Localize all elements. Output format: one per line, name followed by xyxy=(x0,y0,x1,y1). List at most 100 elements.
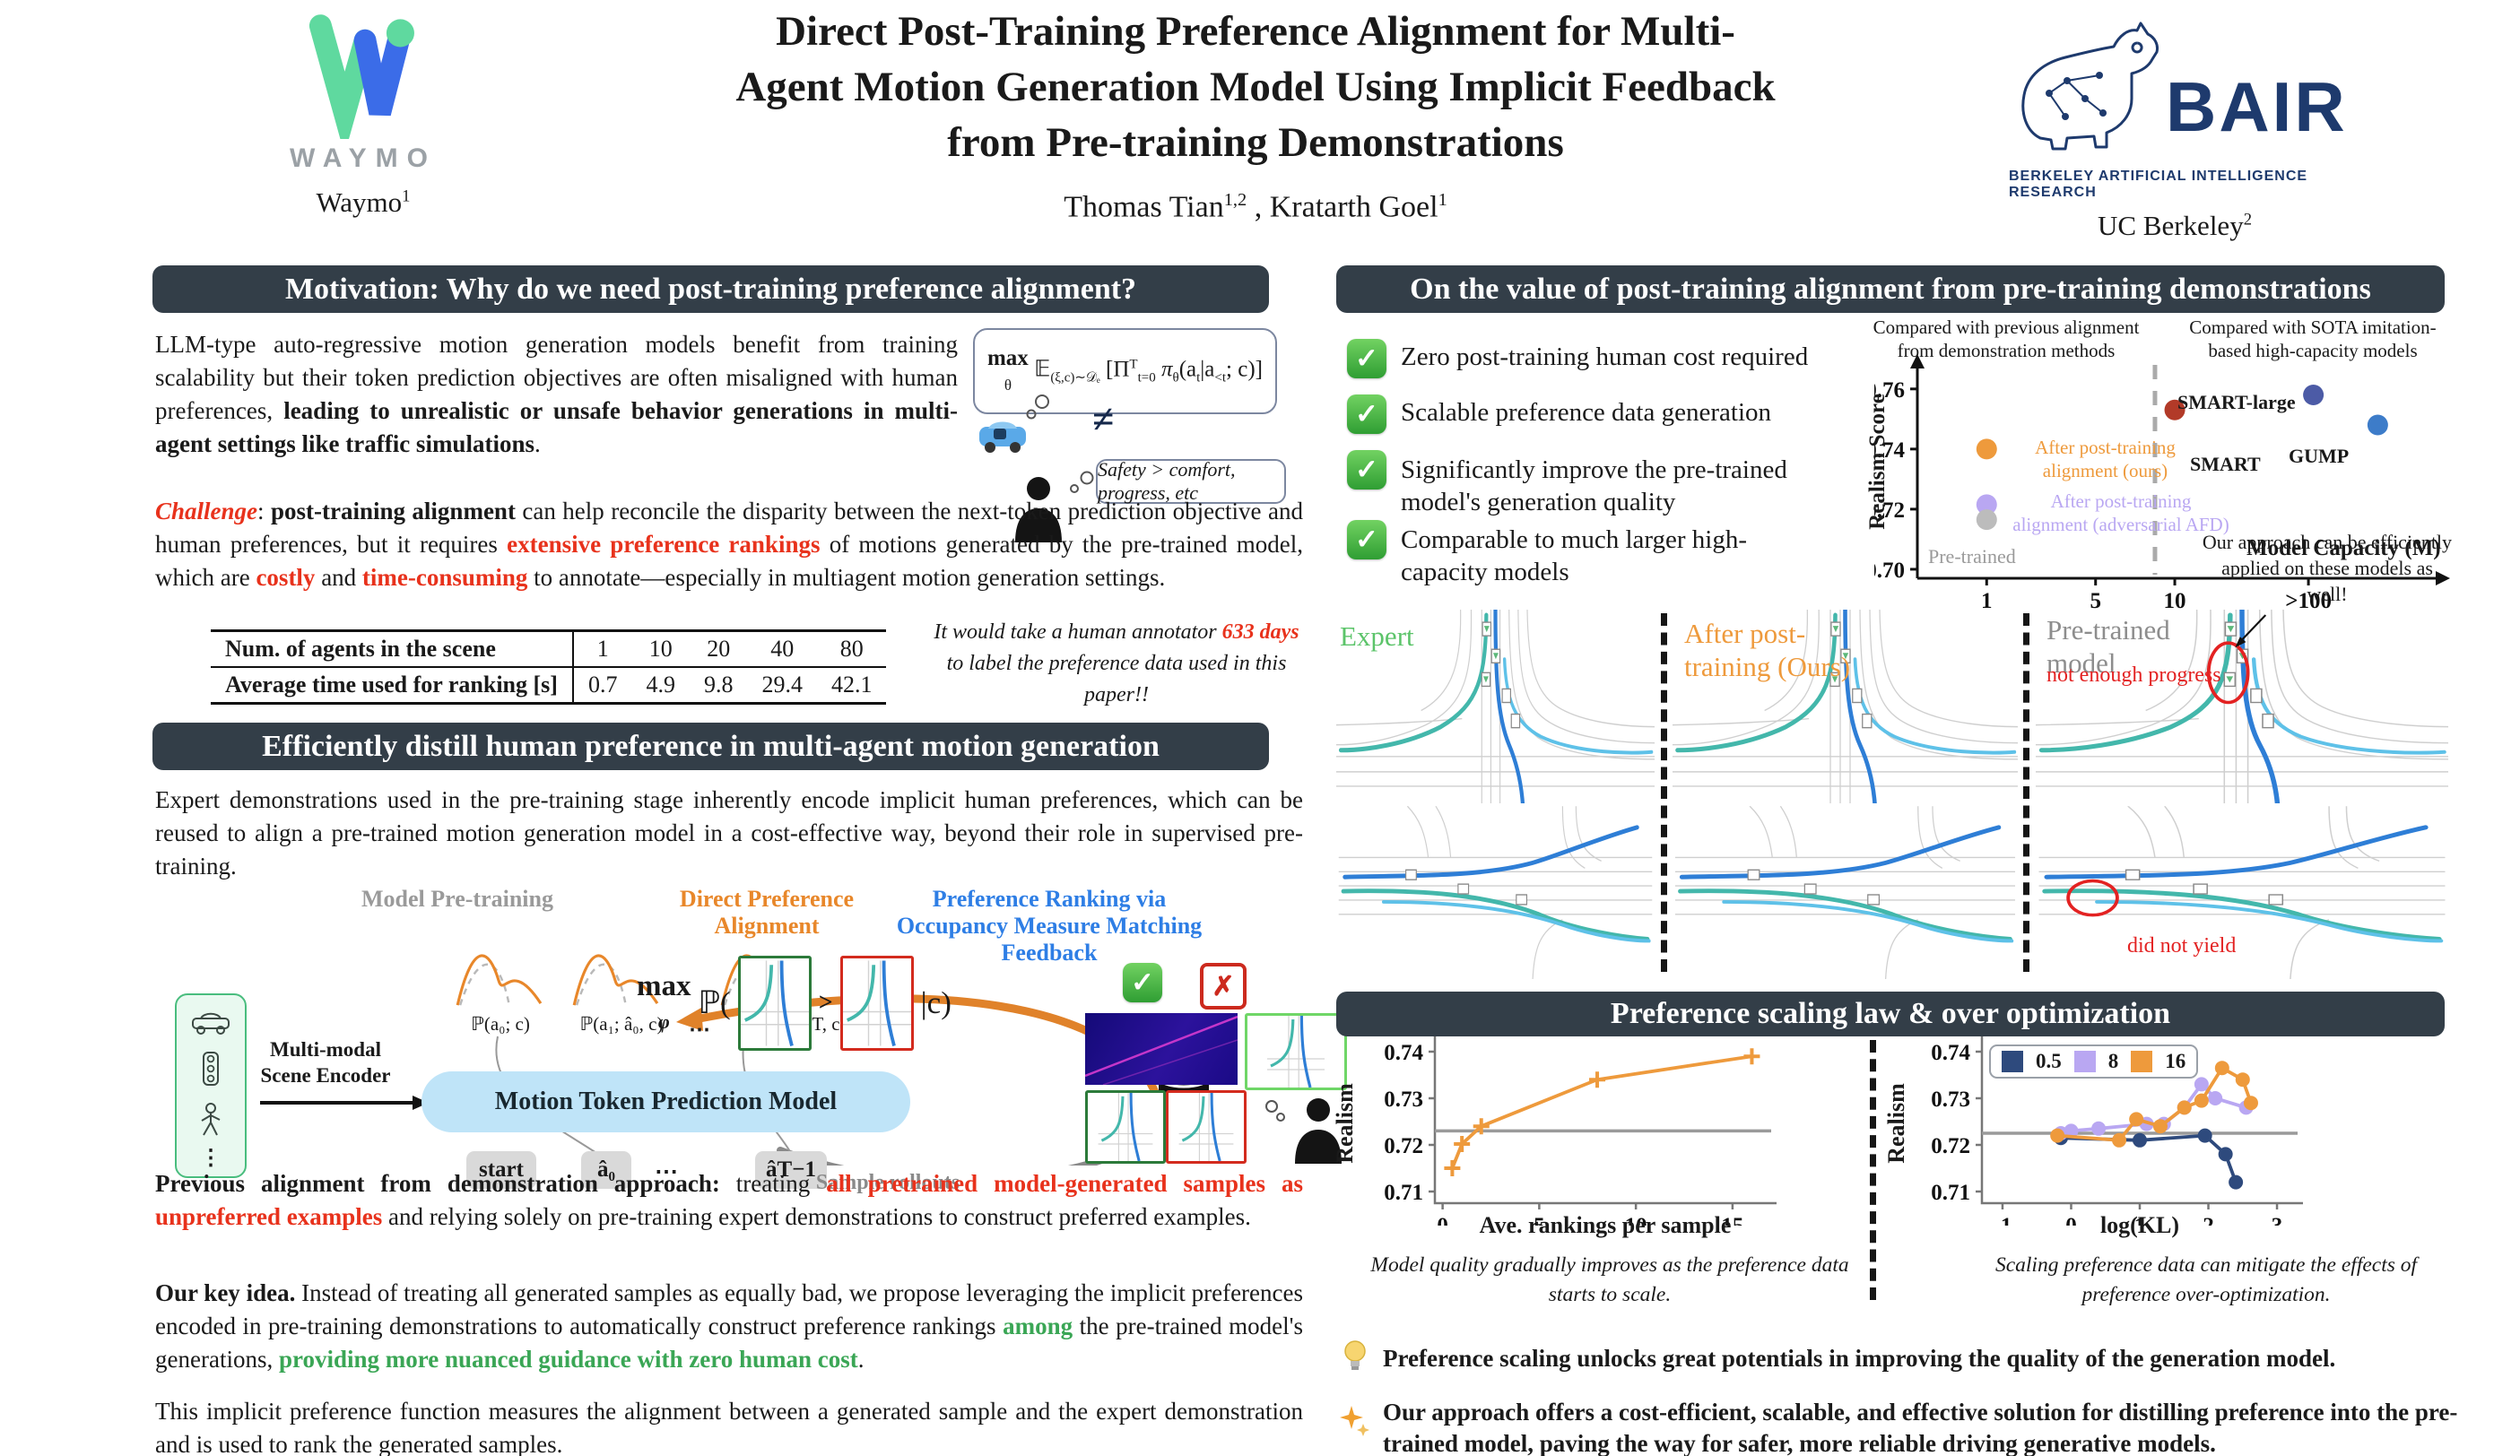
diagram-label-ranking: Preference Ranking via Occupancy Measure… xyxy=(896,886,1203,966)
scatter-note: Our approach can be efficiently applied … xyxy=(2202,531,2453,605)
token-start: start xyxy=(466,1151,536,1189)
affiliation-right: UC Berkeley2 xyxy=(2097,210,2252,241)
human-icon xyxy=(1015,471,1094,542)
car-icon xyxy=(979,394,1049,453)
waymo-logo-icon xyxy=(308,14,414,139)
table-row: Average time used for ranking [s] 0.7 4.… xyxy=(211,667,887,704)
svg-text:>100: >100 xyxy=(2285,589,2332,610)
scene-pretrained xyxy=(2036,610,2448,979)
scaling-line-chart: 0.71 0.72 0.73 0.74 0 5 10 15 xyxy=(1384,1036,1777,1226)
svg-text:0: 0 xyxy=(2065,1214,2077,1226)
distill-paragraph: Expert demonstrations used in the pre-tr… xyxy=(155,786,1303,880)
svg-text:0.74: 0.74 xyxy=(1931,1041,1970,1065)
scatter-title-right: Compared with SOTA imitation- based high… xyxy=(2189,316,2437,361)
bair-bear-icon xyxy=(2021,22,2159,151)
svg-text:1: 1 xyxy=(1981,589,1993,610)
diagram-label-pretraining: Model Pre-training xyxy=(361,886,553,912)
check-icon: ✓ xyxy=(1347,339,1386,378)
svg-text:0.74: 0.74 xyxy=(1384,1041,1423,1065)
section-header-distill: Efficiently distill human preference in … xyxy=(152,723,1269,770)
chart2-ylabel: Realism xyxy=(1883,1083,1909,1164)
scatter-label-afd: After post-training alignment (adversari… xyxy=(2012,490,2229,535)
svg-text:10: 10 xyxy=(1625,1214,1647,1226)
sparkle-icon xyxy=(1340,1406,1369,1436)
not-equal-symbol: ≠ xyxy=(1092,397,1115,441)
annotator-icon xyxy=(1265,1098,1342,1164)
section-header-motivation: Motivation: Why do we need post-training… xyxy=(152,265,1269,313)
svg-text:10: 10 xyxy=(2164,589,2186,610)
bair-subtitle: BERKELEY ARTIFICIAL INTELLIGENCE RESEARC… xyxy=(2009,169,2308,200)
svg-text:5: 5 xyxy=(1534,1214,1545,1226)
svg-text:0.73: 0.73 xyxy=(1384,1088,1423,1112)
scene-divider xyxy=(1661,613,1667,972)
svg-text:0.74: 0.74 xyxy=(1874,438,1906,463)
svg-text:0.72: 0.72 xyxy=(1874,498,1905,523)
overoptimization-line-chart: 0.71 0.72 0.73 0.74 -1 0 1 2 3 xyxy=(1931,1036,2303,1226)
takeaway-solution: Our approach offers a cost-efficient, sc… xyxy=(1383,1399,2458,1456)
sample-thumb-unpreferred xyxy=(1166,1090,1247,1164)
svg-text:1: 1 xyxy=(2134,1214,2146,1226)
svg-text:0.72: 0.72 xyxy=(1931,1134,1970,1158)
scatter-label-gump: GUMP xyxy=(2289,445,2350,467)
chart2-caption: Scaling preference data can mitigate the… xyxy=(1994,1253,2418,1306)
legend-swatch xyxy=(2073,1051,2096,1072)
svg-text:0.73: 0.73 xyxy=(1931,1088,1970,1112)
checklist-item: Zero post-training human cost required xyxy=(1401,342,1809,371)
scene-annotation-yield: did not yield xyxy=(2127,934,2237,958)
chart2-xlabel: log(KL) xyxy=(2099,1212,2180,1238)
key-idea-paragraph: Our key idea. Instead of treating all ge… xyxy=(155,1279,1304,1373)
scatter-title-left: Compared with previous alignment from de… xyxy=(1873,316,2140,361)
page-title: Direct Post-Training Preference Alignmen… xyxy=(735,8,1776,166)
checklist-item: Comparable to much larger high-capacity … xyxy=(1401,525,1748,586)
dpa-objective: max φ ℙ( > |c) xyxy=(637,956,952,1051)
token-a0: â₀ xyxy=(581,1151,631,1189)
safety-preference-note: Safety > comfort, progress, etc xyxy=(1096,458,1286,504)
chart1-caption: Model quality gradually improves as the … xyxy=(1370,1253,1849,1306)
scatter-label-smart: SMART xyxy=(2190,453,2261,475)
svg-text:2: 2 xyxy=(2203,1214,2214,1226)
scene-divider xyxy=(2023,613,2029,972)
table-row: Num. of agents in the scene 1 10 20 40 8… xyxy=(211,630,887,667)
sample-thumb-preferred xyxy=(1085,1090,1166,1164)
check-icon: ✓ xyxy=(1347,520,1386,559)
section-header-scaling: Preference scaling law & over optimizati… xyxy=(1336,992,2445,1036)
ellipsis: ⋮ xyxy=(200,1146,222,1170)
check-icon: ✓ xyxy=(1347,450,1386,490)
scene-annotation-progress: not enough progress xyxy=(2046,663,2221,687)
sample-thumb-green xyxy=(1245,1013,1347,1090)
method-diagram: Model Pre-training Direct Preference Ali… xyxy=(152,886,1347,1194)
affiliation-left: Waymo1 xyxy=(316,186,411,218)
motion-model-box: Motion Token Prediction Model xyxy=(421,1071,910,1132)
scatter-label-pretrained: Pre-trained xyxy=(1928,545,2016,568)
svg-text:5: 5 xyxy=(2090,589,2101,610)
challenge-paragraph: Challenge: post-training alignment can h… xyxy=(155,498,1303,591)
scatter-label-smart-large: SMART-large xyxy=(2177,391,2296,413)
svg-text:0.70: 0.70 xyxy=(1874,559,1905,583)
cross-icon: ✗ xyxy=(1200,963,1247,1010)
check-icon: ✓ xyxy=(1123,963,1162,1002)
svg-text:0.72: 0.72 xyxy=(1384,1134,1423,1158)
motivation-paragraph: LLM-type auto-regressive motion generati… xyxy=(155,331,958,457)
bair-wordmark: BAIR xyxy=(2166,67,2348,146)
token-ellipsis: ⋯ xyxy=(655,1158,678,1184)
pedestrian-icon xyxy=(201,1102,221,1135)
scene-label-pretrained: Pre-trained model xyxy=(2046,614,2170,679)
checklist-item: Scalable preference data generation xyxy=(1401,398,1771,427)
svg-text:0.71: 0.71 xyxy=(1384,1181,1423,1205)
dist-label: ℙ(a₀; c) xyxy=(471,1013,530,1035)
scatter-xlabel: Model Capacity (M) xyxy=(2246,536,2441,560)
preferred-sample-thumb xyxy=(737,956,812,1051)
diagram-label-dpa: Direct Preference Alignment xyxy=(679,886,855,939)
encoder-label: Multi-modal Scene Encoder xyxy=(260,1038,391,1087)
previous-approach-paragraph: Previous alignment from demonstration ap… xyxy=(155,1170,1303,1230)
token-aT1: âT−1 xyxy=(755,1151,827,1189)
svg-text:0.71: 0.71 xyxy=(1931,1181,1970,1205)
takeaway-scaling: Preference scaling unlocks great potenti… xyxy=(1383,1345,2336,1372)
authors: Thomas Tian1,2 , Kratarth Goel1 xyxy=(1064,190,1447,224)
scene-label-expert: Expert xyxy=(1340,620,1414,652)
scene-expert xyxy=(1336,610,1655,979)
legend-swatch xyxy=(2002,1051,2023,1072)
scene-label-ours: After post- training (Ours) xyxy=(1684,618,1851,682)
car-outline-icon xyxy=(192,1012,230,1035)
section-header-value: On the value of post-training alignment … xyxy=(1336,265,2445,313)
